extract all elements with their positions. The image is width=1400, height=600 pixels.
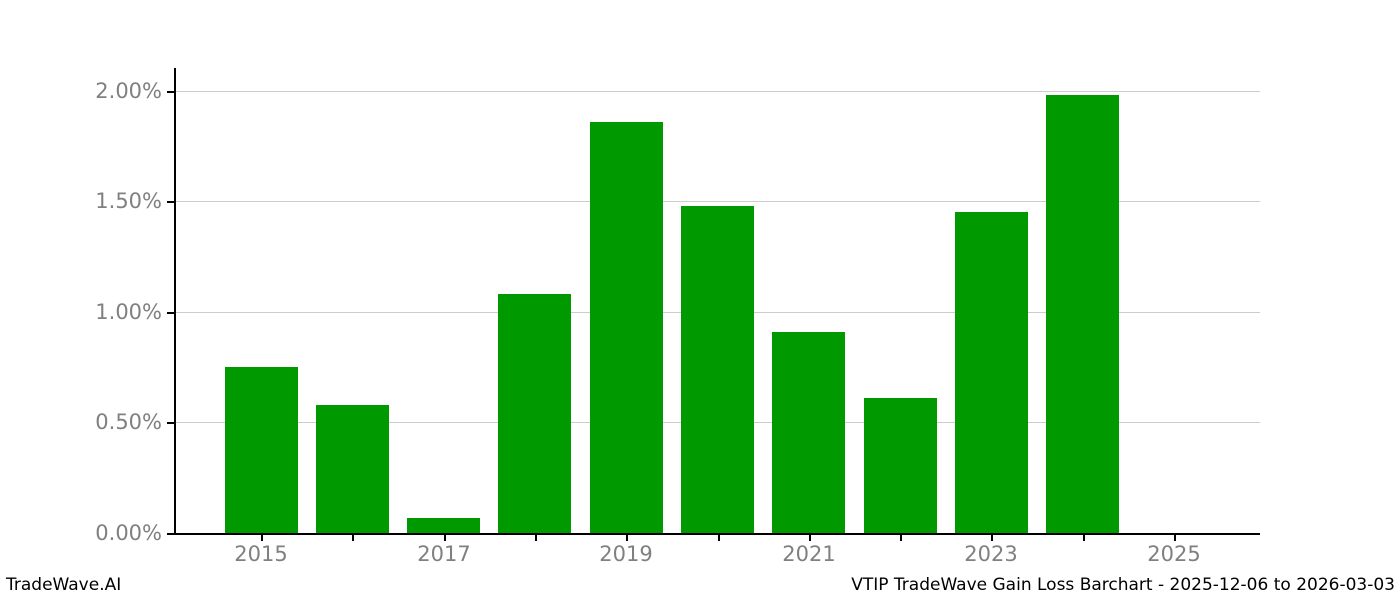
x-axis-tick-label: 2023: [964, 542, 1018, 566]
x-axis-tick-label: 2015: [234, 542, 288, 566]
bar-2016: [316, 405, 389, 533]
bar-2015: [225, 367, 298, 533]
y-axis-tick-label: 1.00%: [95, 300, 162, 324]
x-axis-tick: [718, 533, 720, 541]
bar-2022: [864, 398, 937, 533]
brand-text: TradeWave.AI: [6, 575, 122, 595]
bar-2018: [498, 294, 571, 533]
y-axis-tick-label: 0.50%: [95, 410, 162, 434]
y-axis-tick: [167, 312, 175, 314]
y-axis-tick-label: 2.00%: [95, 79, 162, 103]
gridline-2.00%: [175, 91, 1260, 92]
x-axis-tick: [626, 533, 628, 541]
y-axis-tick-label: 0.00%: [95, 521, 162, 545]
y-axis-tick: [167, 91, 175, 93]
x-axis-tick: [261, 533, 263, 541]
x-axis-tick: [444, 533, 446, 541]
bar-2021: [772, 332, 845, 533]
y-axis-tick: [167, 422, 175, 424]
x-axis-tick-label: 2021: [782, 542, 836, 566]
bar-2024: [1046, 95, 1119, 533]
y-axis-tick-label: 1.50%: [95, 189, 162, 213]
x-axis-line: [174, 533, 1260, 535]
x-axis-tick: [991, 533, 993, 541]
x-axis-tick: [352, 533, 354, 541]
y-axis-tick: [167, 533, 175, 535]
bar-2019: [590, 122, 663, 533]
x-axis-tick: [1083, 533, 1085, 541]
x-axis-tick: [535, 533, 537, 541]
bar-2023: [955, 212, 1028, 533]
bar-2020: [681, 206, 754, 533]
y-axis-tick: [167, 201, 175, 203]
x-axis-tick-label: 2019: [599, 542, 653, 566]
chart-caption: VTIP TradeWave Gain Loss Barchart - 2025…: [851, 575, 1395, 595]
x-axis-tick: [809, 533, 811, 541]
x-axis-tick: [900, 533, 902, 541]
bar-2017: [407, 518, 480, 533]
y-axis-line: [174, 68, 176, 535]
x-axis-tick: [1174, 533, 1176, 541]
x-axis-tick-label: 2025: [1147, 542, 1201, 566]
x-axis-tick-label: 2017: [417, 542, 471, 566]
gridline-1.50%: [175, 201, 1260, 202]
